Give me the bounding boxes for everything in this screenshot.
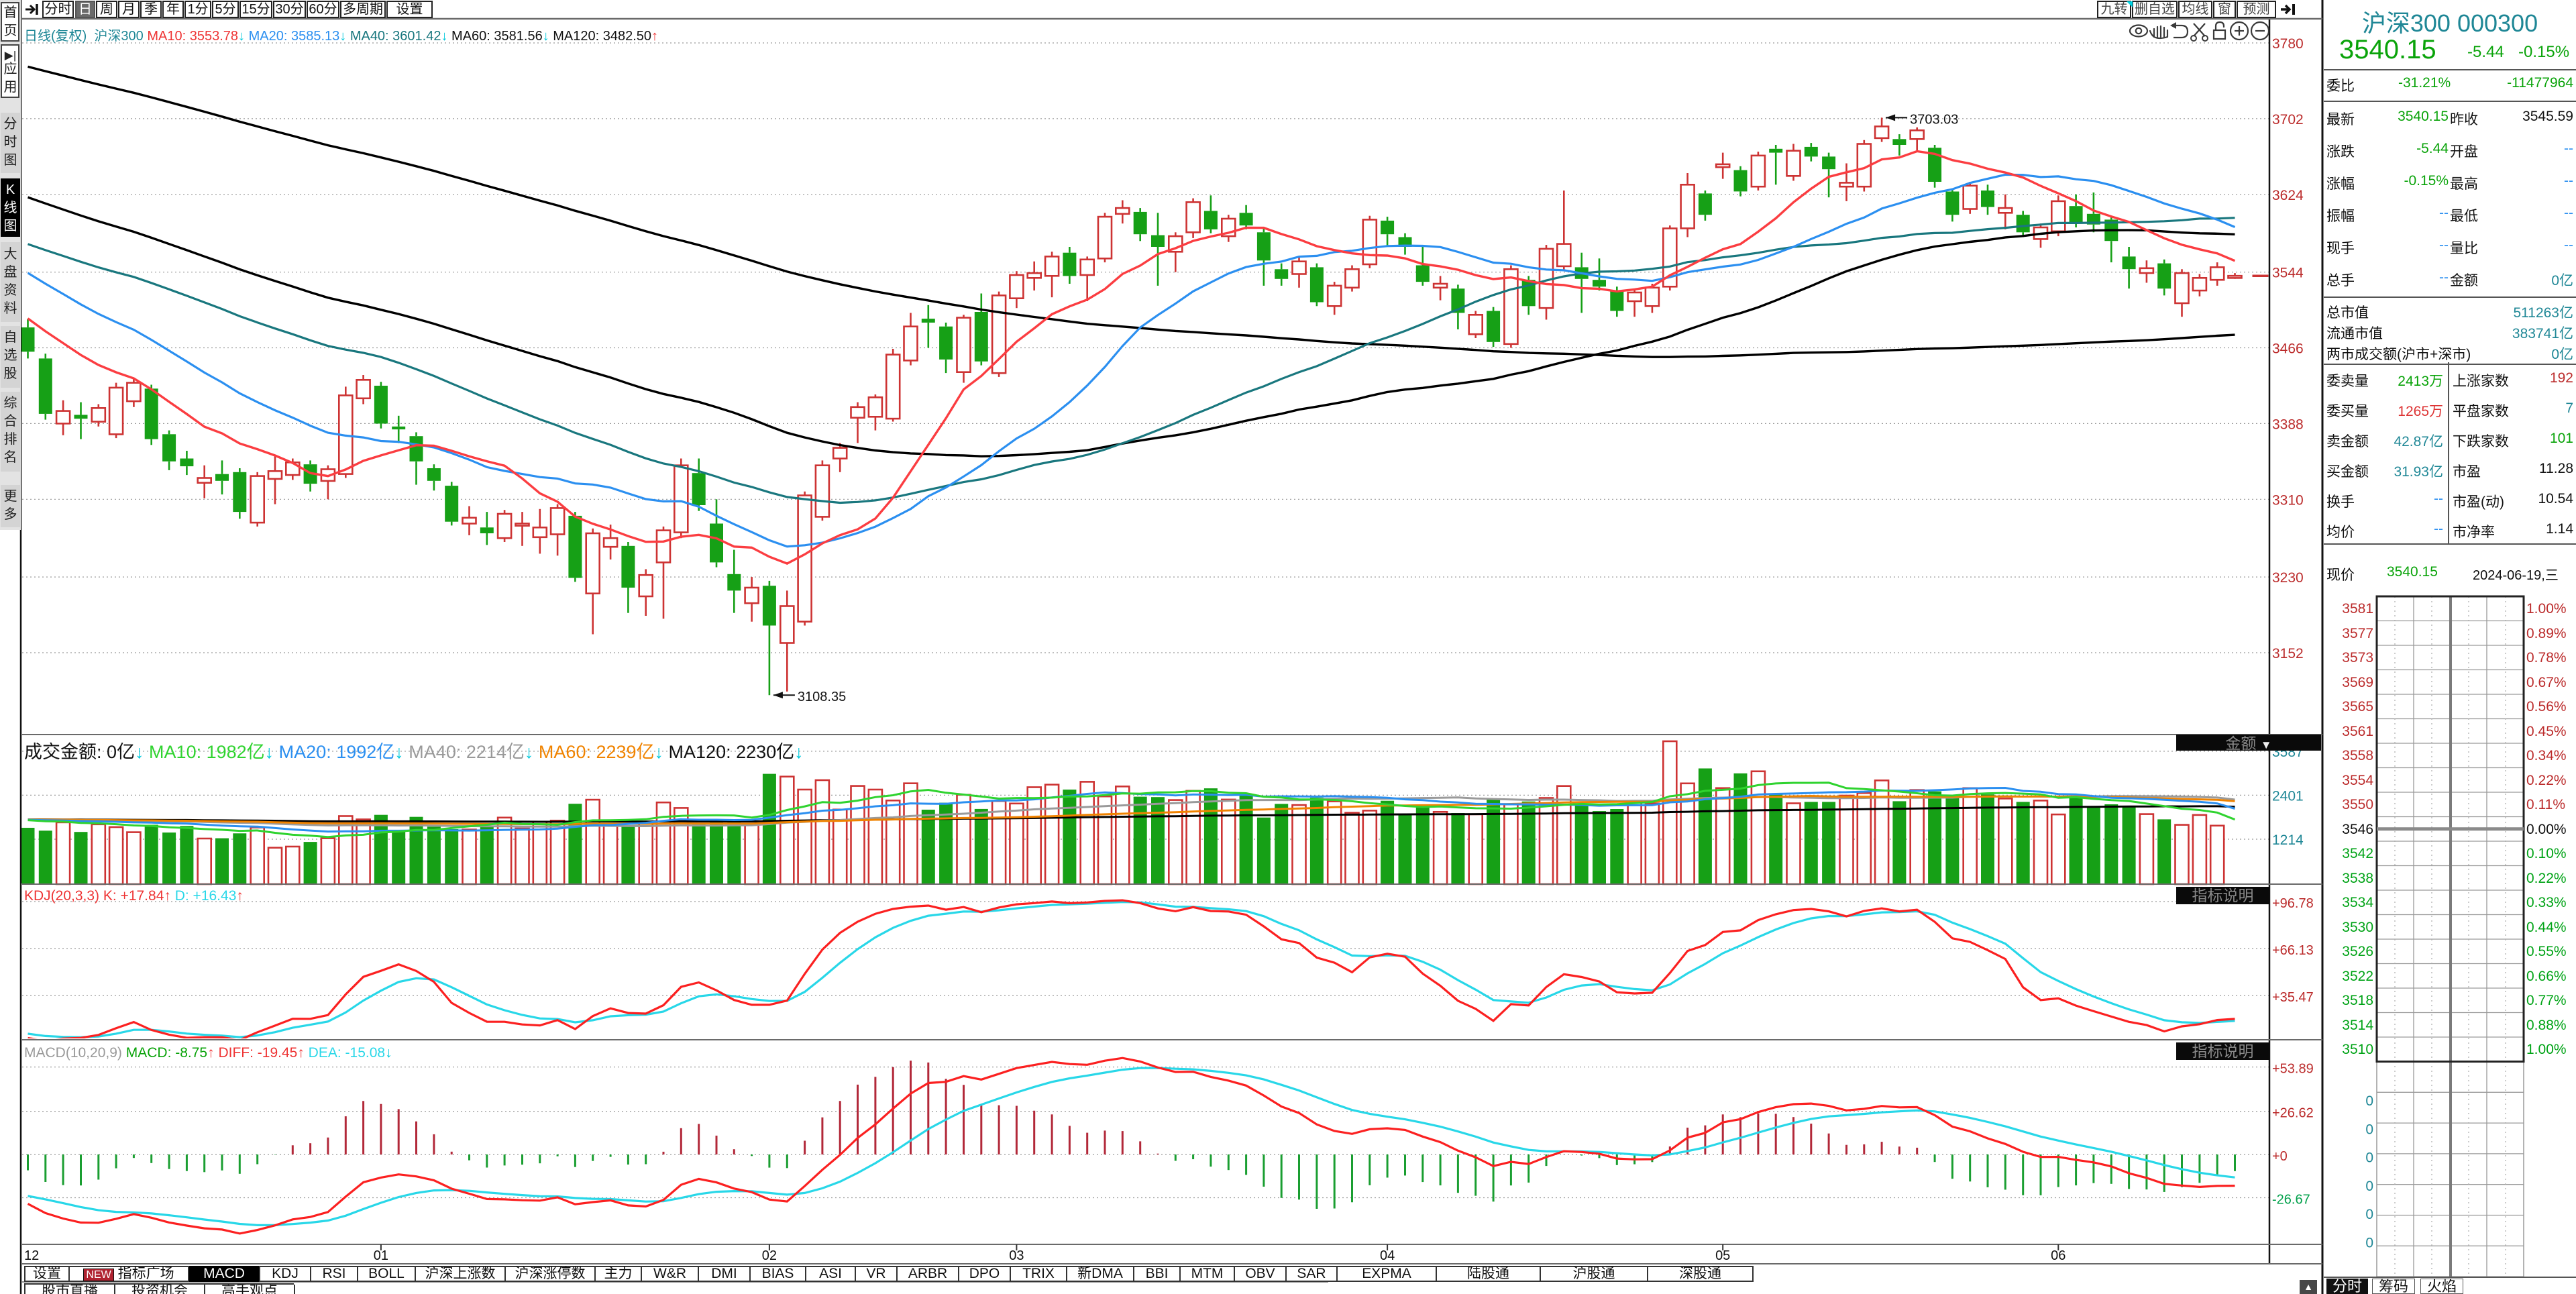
svg-text:0.66%: 0.66%	[2526, 969, 2567, 984]
svg-text:3624: 3624	[2272, 188, 2304, 203]
svg-text:3554: 3554	[2342, 773, 2373, 788]
svg-text:3230: 3230	[2272, 570, 2304, 586]
svg-text:+0: +0	[2272, 1149, 2288, 1164]
svg-text:2401: 2401	[2272, 788, 2304, 804]
svg-text:1.00%: 1.00%	[2526, 1042, 2567, 1057]
svg-text:3526: 3526	[2342, 944, 2373, 959]
svg-text:3514: 3514	[2342, 1018, 2373, 1033]
svg-text:3542: 3542	[2342, 846, 2373, 861]
svg-text:0.45%: 0.45%	[2526, 724, 2567, 739]
svg-text:0: 0	[2365, 1207, 2373, 1222]
svg-text:3702: 3702	[2272, 112, 2304, 127]
svg-text:0.78%: 0.78%	[2526, 650, 2567, 665]
svg-text:1.00%: 1.00%	[2526, 601, 2567, 616]
svg-text:+35.47: +35.47	[2272, 990, 2314, 1005]
svg-text:0.56%: 0.56%	[2526, 699, 2567, 714]
svg-text:1214: 1214	[2272, 832, 2304, 848]
svg-text:3565: 3565	[2342, 699, 2373, 714]
svg-text:04: 04	[1380, 1248, 1395, 1263]
svg-text:0.89%: 0.89%	[2526, 626, 2567, 641]
svg-text:+66.13: +66.13	[2272, 943, 2314, 958]
svg-text:0.44%: 0.44%	[2526, 920, 2567, 935]
svg-text:+53.89: +53.89	[2272, 1062, 2314, 1077]
svg-text:0: 0	[2365, 1122, 2373, 1137]
svg-text:3522: 3522	[2342, 969, 2373, 984]
svg-text:12: 12	[24, 1248, 39, 1263]
svg-text:0: 0	[2365, 1179, 2373, 1194]
svg-text:3108.35: 3108.35	[798, 690, 846, 704]
svg-text:3558: 3558	[2342, 748, 2373, 763]
svg-text:0.00%: 0.00%	[2526, 822, 2567, 837]
svg-text:3581: 3581	[2342, 601, 2373, 616]
svg-text:3534: 3534	[2342, 895, 2373, 910]
svg-text:0.11%: 0.11%	[2526, 797, 2565, 812]
svg-text:0: 0	[2365, 1093, 2373, 1109]
svg-text:+96.78: +96.78	[2272, 896, 2314, 911]
svg-text:3546: 3546	[2342, 822, 2373, 837]
svg-text:-26.67: -26.67	[2272, 1193, 2310, 1207]
svg-text:0.77%: 0.77%	[2526, 993, 2567, 1008]
svg-text:02: 02	[762, 1248, 777, 1263]
svg-text:3550: 3550	[2342, 797, 2373, 812]
svg-text:01: 01	[374, 1248, 388, 1263]
svg-text:3530: 3530	[2342, 920, 2373, 935]
svg-text:06: 06	[2051, 1248, 2065, 1263]
svg-text:0: 0	[2365, 1150, 2373, 1166]
svg-text:3510: 3510	[2342, 1042, 2373, 1057]
svg-text:3466: 3466	[2272, 341, 2304, 357]
svg-text:3544: 3544	[2272, 266, 2304, 281]
svg-text:0.67%: 0.67%	[2526, 675, 2567, 690]
svg-text:3310: 3310	[2272, 492, 2304, 508]
svg-text:05: 05	[1715, 1248, 1730, 1263]
svg-text:3388: 3388	[2272, 417, 2304, 432]
svg-text:0.22%: 0.22%	[2526, 871, 2567, 886]
svg-text:3538: 3538	[2342, 871, 2373, 886]
svg-text:03: 03	[1009, 1248, 1024, 1263]
svg-text:0.33%: 0.33%	[2526, 895, 2567, 910]
svg-text:0.88%: 0.88%	[2526, 1018, 2567, 1033]
svg-text:3577: 3577	[2342, 626, 2373, 641]
svg-text:0.34%: 0.34%	[2526, 748, 2567, 763]
svg-text:+26.62: +26.62	[2272, 1106, 2314, 1121]
svg-text:0.10%: 0.10%	[2526, 846, 2567, 861]
svg-text:3518: 3518	[2342, 993, 2373, 1008]
svg-text:3703.03: 3703.03	[1910, 112, 1958, 127]
svg-text:3780: 3780	[2272, 36, 2304, 52]
svg-text:3573: 3573	[2342, 650, 2373, 665]
svg-text:3152: 3152	[2272, 646, 2304, 661]
svg-text:0: 0	[2365, 1236, 2373, 1251]
svg-text:3561: 3561	[2342, 724, 2373, 739]
svg-text:0.55%: 0.55%	[2526, 944, 2567, 959]
svg-text:3569: 3569	[2342, 675, 2373, 690]
svg-text:0.22%: 0.22%	[2526, 773, 2567, 788]
